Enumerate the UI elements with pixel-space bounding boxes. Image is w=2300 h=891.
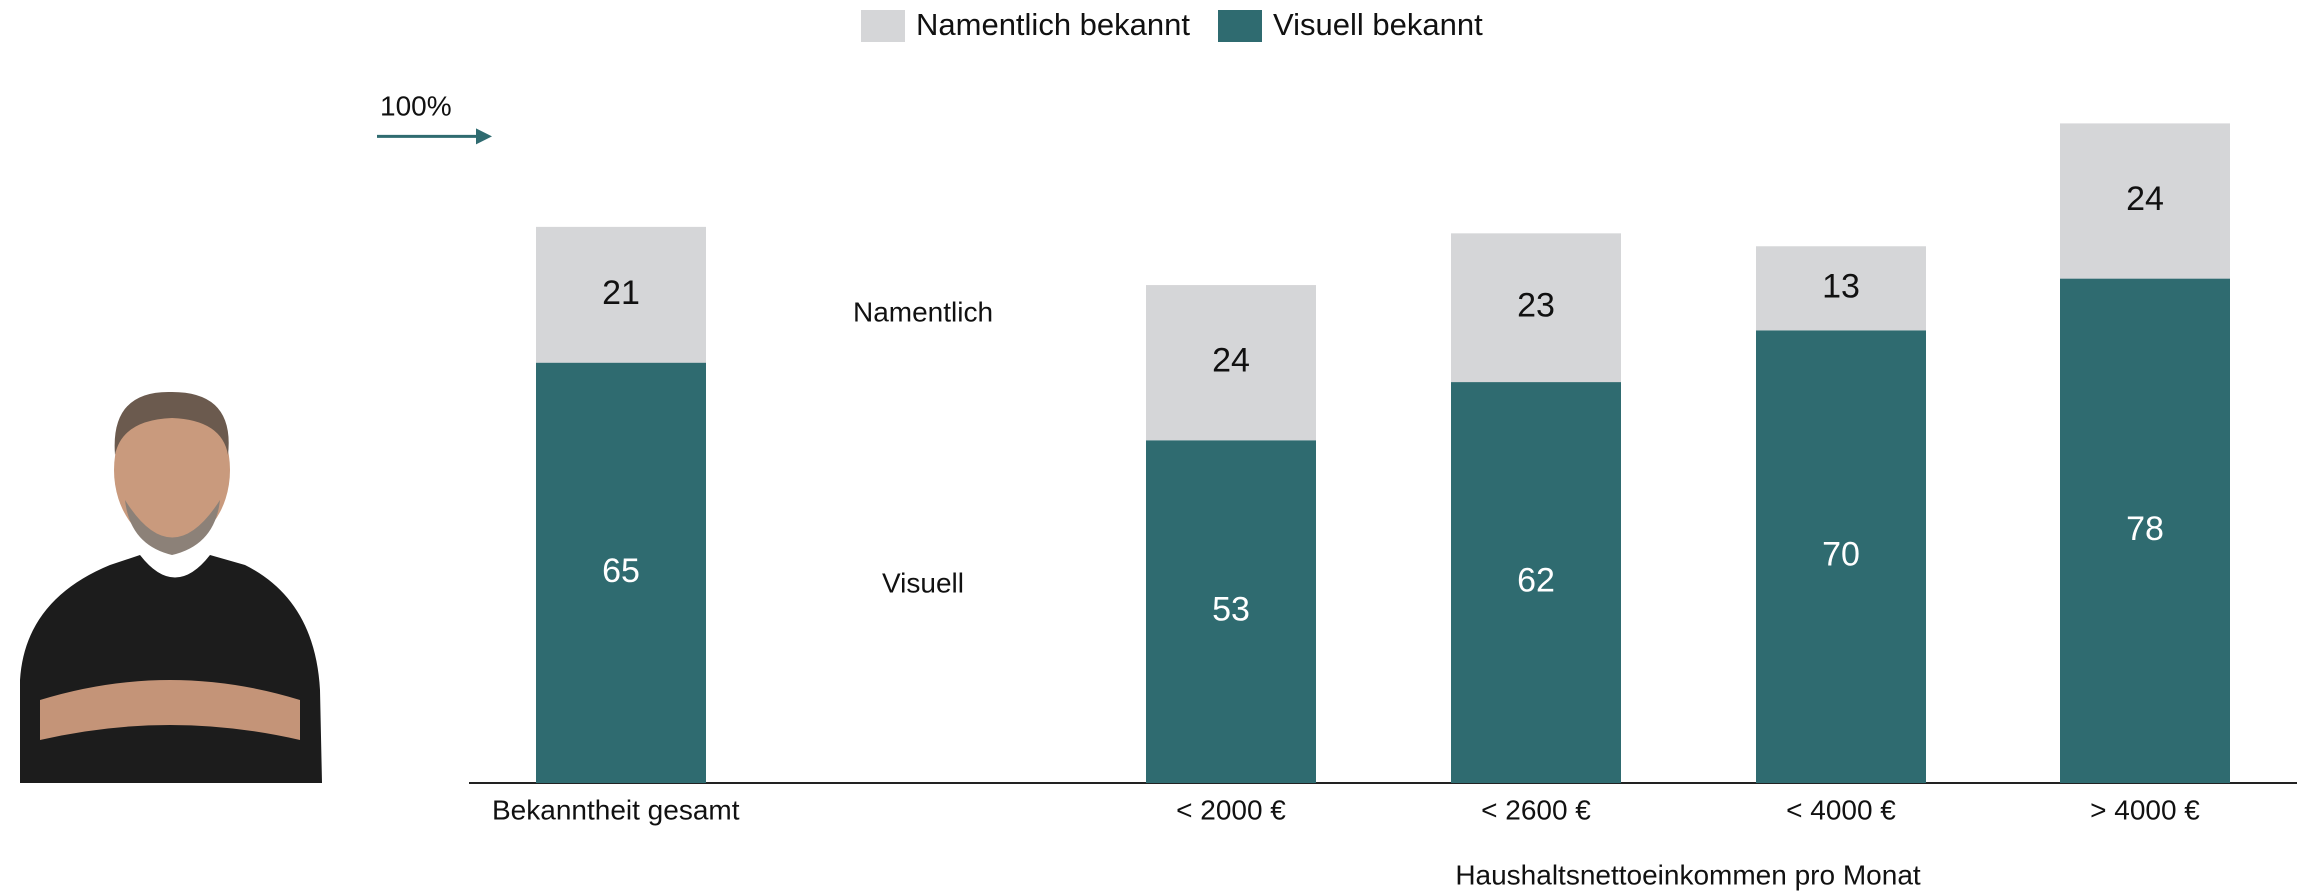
photo — [20, 391, 322, 783]
x-axis-title: Haushaltsnettoeinkommen pro Monat — [1455, 859, 1921, 890]
data-label: 70 — [1822, 536, 1860, 574]
bar-segment — [2060, 278, 2230, 783]
data-label: 78 — [2126, 510, 2164, 548]
data-label: 21 — [602, 274, 640, 312]
bar-segment — [1451, 382, 1621, 783]
bar-segment — [536, 226, 706, 363]
tick-arrowhead — [476, 128, 492, 145]
data-label: 65 — [602, 552, 640, 590]
annotation: Visuell — [882, 567, 964, 598]
bar-segment — [2060, 123, 2230, 279]
x-tick-label: < 2000 € — [1176, 794, 1286, 825]
bar-segment — [1146, 440, 1316, 783]
data-label: 24 — [1212, 342, 1250, 380]
annotation: Namentlich — [853, 296, 993, 327]
data-label: 13 — [1822, 267, 1860, 305]
legend-label: Visuell bekannt — [1273, 7, 1483, 42]
bar-segment — [536, 362, 706, 783]
x-tick-label: < 4000 € — [1786, 794, 1896, 825]
data-label: 53 — [1212, 591, 1250, 629]
bar-segment — [1756, 330, 1926, 783]
legend-swatch — [1218, 10, 1262, 42]
data-label: 62 — [1517, 562, 1555, 600]
x-tick-label: > 4000 € — [2090, 794, 2200, 825]
data-label: 24 — [2126, 180, 2164, 218]
legend-swatch — [861, 10, 905, 42]
y-tick-label: 100% — [380, 91, 452, 122]
bar-segment — [1756, 246, 1926, 331]
x-tick-label: < 2600 € — [1481, 794, 1591, 825]
bar-segment — [1451, 233, 1621, 383]
legend-label: Namentlich bekannt — [916, 7, 1190, 42]
data-label: 23 — [1517, 287, 1555, 325]
bar-segment — [1146, 285, 1316, 441]
x-tick-label: Bekanntheit gesamt — [492, 794, 740, 825]
